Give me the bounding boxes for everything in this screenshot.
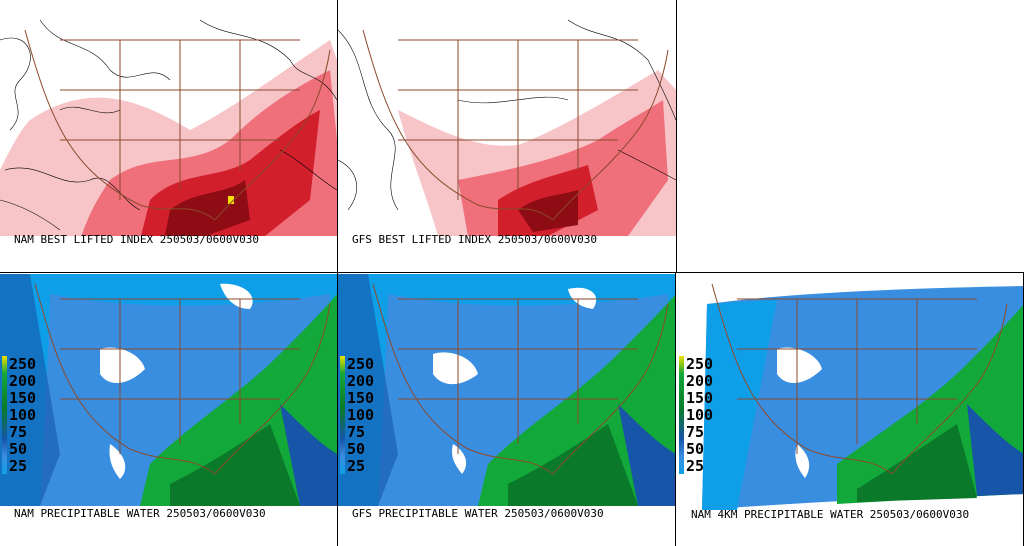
- gfs-precipitable-water-map: [338, 274, 676, 506]
- panel-divider-vertical: [337, 0, 338, 546]
- nam-precipitable-water-panel: 250 200 150 100 75 50 25 NAM PRECIPITABL…: [0, 274, 337, 546]
- pw-legend-label: 50: [686, 440, 705, 458]
- pw-legend-label: 50: [347, 440, 366, 458]
- gfs-lifted-index-map: [338, 0, 676, 272]
- gfs-precipitable-water-panel: 250 200 150 100 75 50 25 GFS PRECIPITABL…: [338, 274, 676, 546]
- pw-legend-label: 200: [9, 372, 37, 390]
- pw-legend-colorbar: [679, 356, 684, 474]
- gfs-lifted-index-caption: GFS BEST LIFTED INDEX 250503/0600V030: [352, 233, 598, 246]
- pw-legend-label: 100: [686, 406, 714, 424]
- pw-legend-label: 200: [347, 372, 375, 390]
- pw-legend-colorbar: [2, 356, 7, 474]
- pw-legend-label: 25: [347, 457, 366, 475]
- pw-legend-label: 50: [9, 440, 28, 458]
- pw-legend-label: 200: [686, 372, 714, 390]
- pw-legend-label: 150: [347, 389, 375, 407]
- pw-legend-label: 250: [686, 355, 714, 373]
- pw-legend-colorbar: [340, 356, 345, 474]
- pw-legend-label: 25: [9, 457, 28, 475]
- pw-legend-label: 150: [9, 389, 37, 407]
- nam-lifted-index-map: [0, 0, 337, 272]
- nam-precipitable-water-map: [0, 274, 337, 506]
- nam-lifted-index-caption: NAM BEST LIFTED INDEX 250503/0600V030: [14, 233, 260, 246]
- pw-legend-label: 150: [686, 389, 714, 407]
- pw-legend-label: 250: [347, 355, 375, 373]
- pw-legend-label: 75: [347, 423, 366, 441]
- pw-legend-label: 100: [9, 406, 37, 424]
- gfs-precipitable-water-caption: GFS PRECIPITABLE WATER 250503/0600V030: [352, 507, 604, 520]
- pw-legend-label: 100: [347, 406, 375, 424]
- panel-divider-horizontal: [0, 272, 1024, 273]
- panel-divider-vertical: [675, 272, 676, 546]
- nam4km-precipitable-water-map: [677, 274, 1024, 510]
- nam4km-precipitable-water-panel: 250 200 150 100 75 50 25 NAM 4KM PRECIPI…: [677, 274, 1024, 546]
- nam-lifted-index-panel: NAM BEST LIFTED INDEX 250503/0600V030: [0, 0, 337, 272]
- pw-legend-label: 75: [686, 423, 705, 441]
- gfs-lifted-index-panel: GFS BEST LIFTED INDEX 250503/0600V030: [338, 0, 676, 272]
- pw-legend-label: 250: [9, 355, 37, 373]
- panel-divider-vertical: [676, 0, 677, 272]
- nam-precipitable-water-caption: NAM PRECIPITABLE WATER 250503/0600V030: [14, 507, 266, 520]
- pw-legend-label: 75: [9, 423, 28, 441]
- pw-legend-label: 25: [686, 457, 705, 475]
- nam4km-precipitable-water-caption: NAM 4KM PRECIPITABLE WATER 250503/0600V0…: [691, 508, 970, 521]
